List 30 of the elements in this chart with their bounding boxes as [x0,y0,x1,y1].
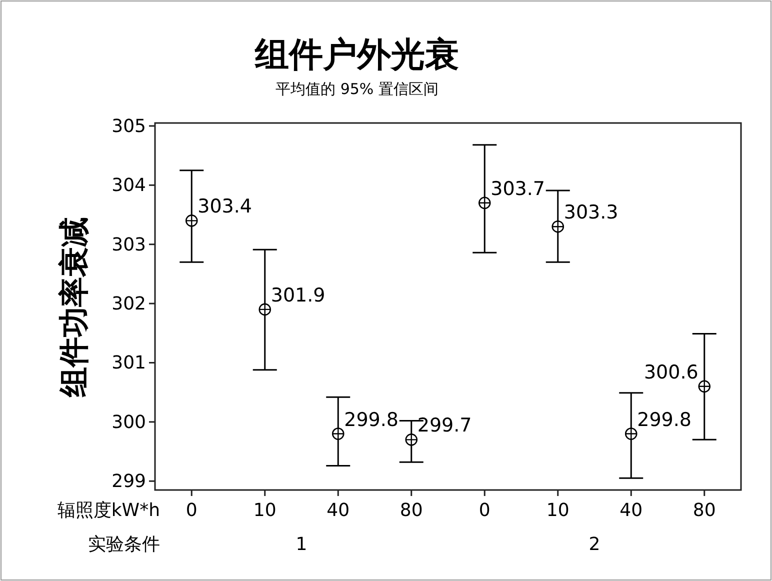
x-tick-label: 0 [478,500,490,521]
data-label: 299.8 [344,408,399,431]
text: 实验条件 [88,534,160,555]
text: 辐照度kW*h [57,500,160,521]
data-label: 303.3 [564,202,618,224]
chart-subtitle: 平均值的 95% 置信区间 [276,80,438,98]
x-tick-label: 40 [326,500,350,521]
data-label: 301.9 [270,284,326,306]
data-label: 299.8 [637,408,692,431]
x-tick-label: 10 [253,500,276,521]
data-label: 300.6 [644,361,698,384]
x-tick-label: 0 [186,500,198,521]
y-tick-label: 303 [112,234,146,256]
data-label: 299.7 [417,414,472,437]
y-tick-label: 300 [112,412,146,433]
text: 1 [296,534,308,555]
y-tick-label: 302 [112,294,146,315]
data-label: 303.7 [490,178,546,200]
y-axis-title: 组件功率衰减 [57,217,92,398]
y-tick-label: 305 [112,116,146,137]
x-tick-label: 40 [620,500,643,521]
y-tick-label: 304 [112,175,146,196]
data-label: 303.4 [198,196,252,218]
y-tick-label: 301 [112,352,146,374]
x-tick-label: 80 [692,500,716,521]
chart-title: 组件户外光衰 [254,35,459,75]
y-tick-label: 299 [112,471,146,492]
x-tick-label: 80 [400,500,423,521]
x-tick-label: 10 [546,500,570,521]
text: 2 [588,534,600,555]
